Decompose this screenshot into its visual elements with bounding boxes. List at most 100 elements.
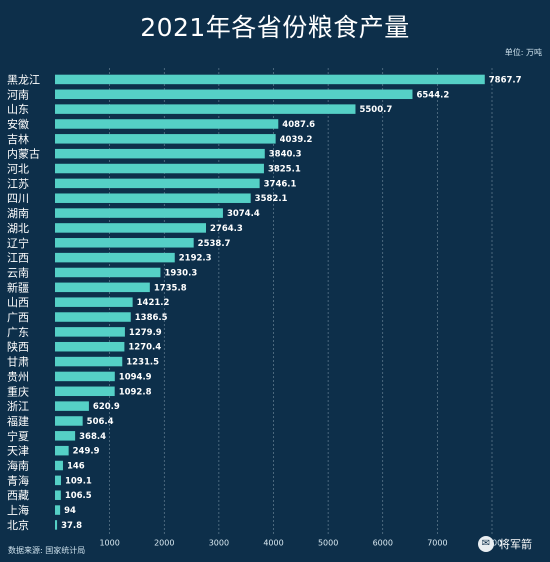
value-label: 7867.7 [489, 75, 522, 85]
bar [55, 238, 194, 248]
category-label: 福建 [7, 414, 29, 428]
watermark-text: 将军箭 [499, 538, 532, 551]
value-label: 368.4 [79, 432, 106, 442]
bar [55, 267, 161, 278]
bar [55, 475, 61, 486]
value-label: 620.9 [93, 402, 120, 412]
bar [55, 445, 69, 456]
x-tick-label: 1000 [99, 538, 119, 547]
category-label: 贵州 [7, 370, 29, 383]
bar [55, 386, 115, 397]
value-label: 3074.4 [227, 209, 260, 219]
value-label: 146 [67, 462, 85, 472]
x-tick-label: 4000 [263, 538, 283, 547]
category-label: 广西 [7, 311, 29, 324]
bar [55, 460, 63, 471]
grid-layer [109, 68, 493, 535]
value-label: 4087.6 [282, 120, 315, 130]
unit-label: 单位: 万吨 [504, 48, 542, 57]
bars-layer [55, 74, 485, 530]
bar [55, 193, 251, 203]
value-label: 4039.2 [280, 135, 313, 145]
category-label: 山东 [7, 103, 29, 116]
bar [55, 178, 260, 189]
bar [55, 505, 61, 515]
value-label: 2764.3 [210, 224, 243, 234]
category-label: 新疆 [7, 280, 29, 294]
category-label: 江苏 [7, 177, 29, 190]
category-label: 上海 [7, 503, 29, 517]
value-label: 506.4 [87, 417, 114, 427]
category-label: 安徽 [7, 117, 29, 131]
bar [55, 490, 61, 500]
bar [55, 356, 123, 367]
category-label: 宁夏 [7, 429, 29, 443]
ticks-layer: 10002000300040005000600070008000 [99, 538, 502, 547]
category-label: 北京 [7, 518, 29, 532]
category-label: 西藏 [7, 489, 29, 502]
bar [55, 520, 58, 530]
value-label: 1735.8 [154, 283, 187, 293]
bar [55, 134, 276, 144]
bar [55, 401, 89, 411]
category-label: 青海 [7, 473, 29, 487]
bar [55, 371, 115, 382]
data-source: 数据来源: 国家统计局 [8, 546, 86, 555]
category-label: 河南 [7, 88, 29, 101]
bar [55, 148, 265, 159]
bar [55, 416, 83, 426]
chart-title: 2021年各省份粮食产量 [140, 13, 410, 42]
bar [55, 312, 131, 322]
x-tick-label: 3000 [209, 538, 229, 547]
value-label: 1092.8 [119, 387, 152, 397]
category-label: 甘肃 [7, 356, 29, 369]
bar [55, 223, 206, 233]
bar [55, 208, 223, 218]
category-label: 湖南 [7, 207, 29, 220]
bar [55, 119, 279, 129]
category-label: 湖北 [7, 222, 29, 235]
value-label: 3825.1 [268, 165, 301, 175]
category-label: 辽宁 [7, 236, 29, 250]
category-label: 陕西 [7, 340, 29, 354]
value-label: 249.9 [73, 447, 100, 457]
bar [55, 252, 175, 263]
bar [55, 104, 356, 114]
bar [55, 297, 133, 307]
value-label: 1279.9 [129, 328, 162, 338]
category-label: 河北 [7, 163, 29, 176]
bar [55, 327, 125, 337]
value-label: 3582.1 [255, 194, 288, 204]
category-label: 浙江 [7, 400, 29, 413]
category-label: 吉林 [7, 132, 29, 146]
category-label: 广东 [7, 326, 29, 339]
category-label: 四川 [7, 192, 29, 205]
value-label: 3746.1 [264, 179, 297, 189]
x-tick-label: 5000 [318, 538, 338, 547]
value-label: 1386.5 [135, 313, 168, 323]
category-label: 海南 [7, 459, 29, 473]
value-label: 3840.3 [269, 150, 302, 160]
value-label: 5500.7 [359, 105, 392, 115]
value-label: 1421.2 [137, 298, 170, 308]
x-tick-label: 2000 [154, 538, 174, 547]
category-label: 重庆 [7, 384, 29, 398]
value-label: 106.5 [65, 491, 92, 501]
value-label: 94 [64, 506, 76, 516]
labels-layer: 黑龙江 7867.7 河南 6544.2 山东 5500.7 安徽 4087.6 吉林 4039.… [7, 73, 522, 532]
category-label: 内蒙古 [7, 147, 40, 161]
category-label: 山西 [7, 296, 29, 309]
category-label: 云南 [7, 266, 29, 279]
bar [55, 89, 413, 100]
category-label: 江西 [7, 252, 29, 265]
bar [55, 282, 150, 293]
x-tick-label: 7000 [427, 538, 447, 547]
value-label: 37.8 [61, 521, 82, 531]
watermark: ✉ 将军箭 [478, 536, 532, 552]
bar [55, 341, 125, 352]
x-tick-label: 6000 [373, 538, 393, 547]
value-label: 1094.9 [119, 372, 152, 382]
value-label: 1930.3 [164, 268, 197, 278]
value-label: 2538.7 [198, 239, 231, 249]
bar [55, 74, 485, 85]
